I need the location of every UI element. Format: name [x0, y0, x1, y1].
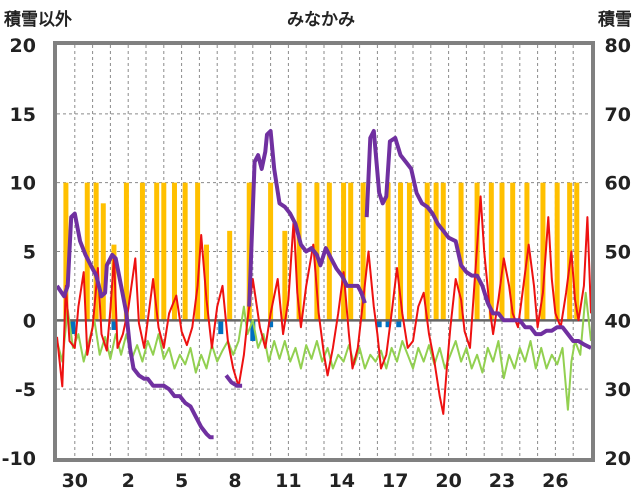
precipitation-bar — [218, 320, 224, 335]
precipitation-bar — [376, 320, 382, 328]
x-tick-label: 23 — [489, 470, 515, 492]
left-tick-label: 0 — [23, 310, 36, 332]
left-tick-label: 15 — [10, 104, 36, 126]
sunshine-bar — [171, 182, 177, 321]
sunshine-bar — [296, 182, 302, 321]
sunshine-bar — [440, 182, 446, 321]
x-tick-label: 14 — [329, 470, 355, 492]
sunshine-bar — [398, 182, 404, 321]
x-tick-label: 26 — [542, 470, 568, 492]
snow_depth-line — [224, 374, 243, 388]
precipitation-bar — [70, 320, 76, 335]
sunshine-bar — [204, 244, 210, 321]
right-tick-labels: 80 70 60 50 40 30 20 — [605, 35, 631, 470]
left-tick-label: 20 — [10, 35, 36, 57]
left-axis-label: 積雪以外 — [4, 9, 72, 30]
sunshine-bar — [63, 182, 69, 321]
series-lines — [55, 129, 592, 440]
temperature-line — [56, 195, 592, 415]
x-tick-label: 20 — [435, 470, 461, 492]
sunshine-bar — [424, 182, 430, 321]
sunshine-bar — [458, 182, 464, 321]
sunshine-bar — [433, 182, 439, 321]
precipitation-bar — [396, 320, 402, 328]
sunshine-bars — [63, 182, 580, 321]
right-tick-label: 80 — [605, 35, 631, 57]
left-tick-label: 10 — [10, 173, 36, 195]
sunshine-bar — [348, 182, 354, 321]
gridlines — [57, 45, 591, 458]
sunshine-bar — [567, 182, 573, 321]
x-tick-label: 11 — [275, 470, 301, 492]
right-tick-label: 50 — [605, 242, 631, 264]
sunshine-bar — [182, 182, 188, 321]
sunshine-bar — [314, 182, 320, 321]
sunshine-bar — [282, 230, 288, 321]
sunshine-bar — [246, 182, 252, 321]
sunshine-bar — [123, 182, 129, 321]
sunshine-bar — [554, 182, 560, 321]
sunshine-bar — [360, 182, 366, 321]
right-tick-label: 30 — [605, 379, 631, 401]
precipitation-bar — [250, 320, 256, 341]
sunshine-bar — [139, 182, 145, 321]
sunshine-bar — [84, 182, 90, 321]
sunshine-bar — [154, 182, 160, 321]
snow_depth-line — [364, 129, 592, 350]
x-tick-labels: 30 2 5 8 11 14 17 20 23 26 — [62, 470, 569, 492]
sunshine-bar — [161, 182, 167, 321]
sunshine-bar — [111, 244, 117, 321]
sunshine-bar — [540, 182, 546, 321]
sunshine-bar — [100, 203, 106, 321]
sunshine-bar — [195, 182, 201, 321]
left-tick-label: 5 — [23, 242, 36, 264]
sunshine-bar — [510, 182, 516, 321]
sunshine-bar — [574, 182, 580, 321]
x-tick-label: 8 — [228, 470, 241, 492]
x-tick-label: 17 — [382, 470, 408, 492]
x-tick-label: 2 — [122, 470, 135, 492]
left-tick-labels: 20 15 10 5 0 -5 -10 — [2, 35, 36, 470]
precipitation-bar — [268, 320, 274, 328]
sunshine-bar — [268, 182, 274, 321]
precipitation-bar — [111, 320, 117, 330]
snow_depth-line — [55, 211, 214, 440]
chart-title: みなかみ — [287, 10, 355, 30]
left-tick-label: -10 — [2, 448, 36, 470]
sunshine-bar — [341, 182, 347, 321]
snow_depth-line — [247, 129, 367, 307]
x-tick-label: 30 — [62, 470, 88, 492]
right-tick-label: 40 — [605, 310, 631, 332]
right-tick-label: 70 — [605, 104, 631, 126]
sunshine-bar — [406, 182, 412, 321]
sunshine-bar — [385, 182, 391, 321]
x-tick-label: 5 — [175, 470, 188, 492]
right-tick-label: 60 — [605, 173, 631, 195]
sunshine-bar — [227, 230, 233, 321]
sunshine-bar — [488, 182, 494, 321]
left-tick-label: -5 — [15, 379, 36, 401]
sunshine-bar — [93, 182, 99, 321]
precipitation-bars — [70, 320, 402, 341]
sunshine-bar — [499, 182, 505, 321]
right-tick-label: 20 — [605, 448, 631, 470]
plot-frame — [53, 41, 595, 462]
right-axis-label: 積雪 — [598, 9, 632, 30]
precipitation-bar — [385, 320, 391, 328]
